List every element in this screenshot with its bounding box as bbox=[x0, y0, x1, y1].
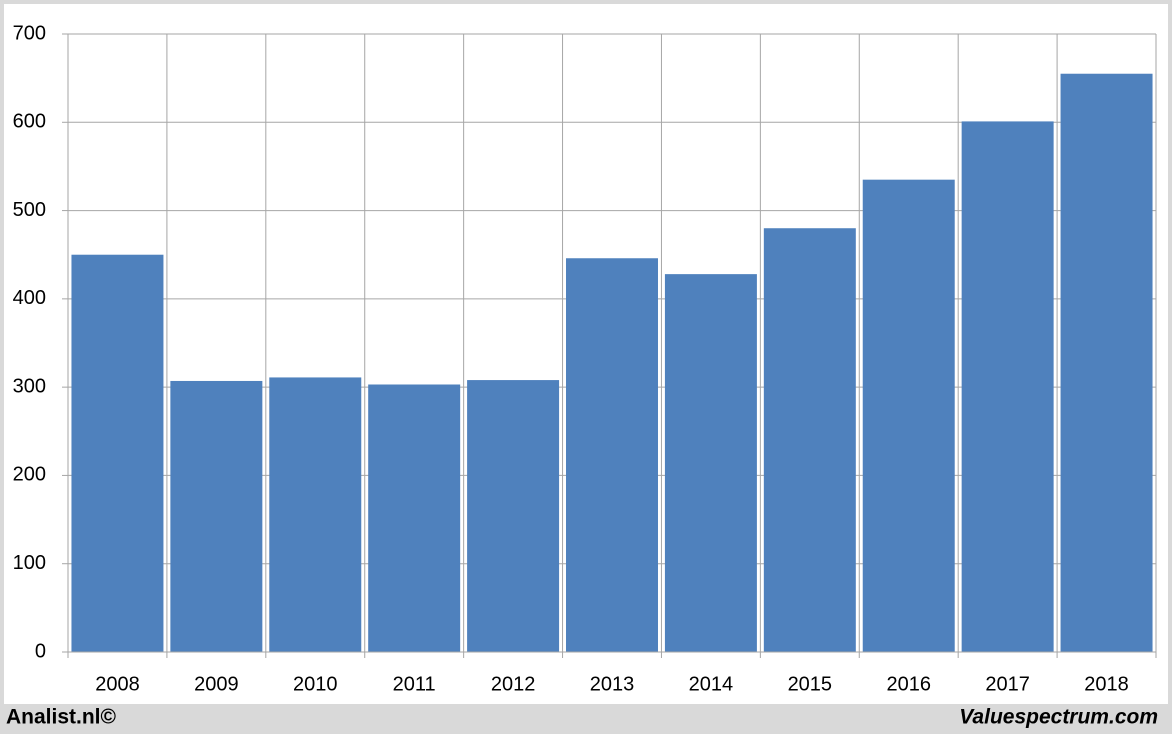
x-tick-label: 2015 bbox=[788, 673, 833, 695]
bar bbox=[961, 121, 1054, 653]
bar bbox=[269, 377, 362, 652]
x-tick-label: 2014 bbox=[689, 673, 734, 695]
footer-left: Analist.nl© bbox=[6, 706, 117, 729]
y-tick-label: 300 bbox=[13, 375, 46, 397]
y-tick-label: 600 bbox=[13, 111, 46, 133]
bar bbox=[71, 254, 164, 652]
bar bbox=[664, 274, 757, 652]
x-tick-label: 2008 bbox=[95, 673, 140, 695]
bar bbox=[1060, 73, 1153, 652]
bar bbox=[368, 384, 461, 652]
x-tick-label: 2018 bbox=[1084, 673, 1129, 695]
x-tick-label: 2017 bbox=[985, 673, 1030, 695]
x-tick-label: 2012 bbox=[491, 673, 536, 695]
x-tick-label: 2010 bbox=[293, 673, 338, 695]
bar bbox=[566, 258, 658, 652]
footer-right: Valuespectrum.com bbox=[959, 706, 1158, 729]
x-tick-label: 2016 bbox=[886, 673, 931, 695]
x-tick-label: 2011 bbox=[393, 673, 436, 695]
y-tick-label: 400 bbox=[13, 287, 46, 309]
y-tick-label: 700 bbox=[13, 22, 46, 44]
bar bbox=[467, 380, 560, 652]
bar bbox=[862, 179, 955, 652]
y-tick-label: 200 bbox=[13, 464, 46, 486]
x-tick-label: 2013 bbox=[590, 673, 635, 695]
bar bbox=[170, 380, 263, 652]
y-tick-label: 500 bbox=[13, 199, 46, 221]
y-tick-label: 0 bbox=[35, 640, 46, 662]
bar bbox=[763, 228, 856, 652]
x-tick-label: 2009 bbox=[194, 673, 239, 695]
y-tick-label: 100 bbox=[13, 552, 46, 574]
